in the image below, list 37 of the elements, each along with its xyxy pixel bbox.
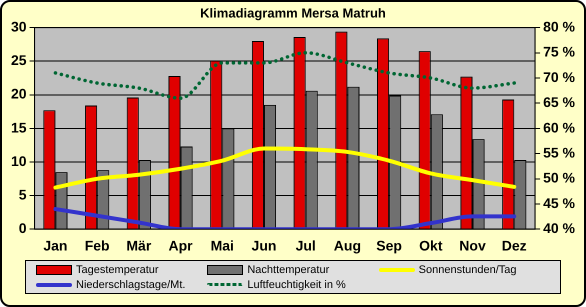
x-tick-label: Apr xyxy=(168,237,194,254)
x-tick-label: Dez xyxy=(502,237,527,254)
y-tick-label: 5 xyxy=(18,186,27,202)
y2-tick-label: 60 % xyxy=(543,119,576,136)
y2-tick-label: 40 % xyxy=(543,220,576,236)
legend-label: Luftfeuchtigkeit in % xyxy=(247,278,346,290)
y2-tick-label: 55 % xyxy=(543,144,576,160)
line-series xyxy=(54,51,516,100)
chart-title: Klimadiagramm Mersa Matruh xyxy=(200,5,386,20)
legend-label: Tagestemperatur xyxy=(76,264,159,276)
y-tick-label: 20 xyxy=(10,86,27,102)
y2-tick-label: 50 % xyxy=(543,170,576,186)
x-tick-label: Jul xyxy=(296,237,316,254)
line-series xyxy=(53,146,516,190)
x-tick-label: Mai xyxy=(210,237,234,254)
line-series xyxy=(53,207,516,230)
y-tick-label: 0 xyxy=(18,220,27,236)
x-tick-label: Sep xyxy=(376,237,402,254)
x-tick-label: Mär xyxy=(126,237,152,254)
legend-label: Nachttemperatur xyxy=(247,264,330,276)
y2-tick-label: 75 % xyxy=(543,44,576,60)
y2-tick-label: 80 % xyxy=(543,18,576,34)
legend-label: Niederschlagstage/Mt. xyxy=(76,278,186,290)
x-tick-label: Feb xyxy=(84,237,110,254)
y-tick-label: 25 xyxy=(10,52,27,68)
y-tick-label: 30 xyxy=(10,18,27,34)
y2-tick-label: 65 % xyxy=(543,94,576,110)
x-tick-label: Jan xyxy=(43,237,68,254)
x-tick-label: Nov xyxy=(459,237,486,254)
x-tick-label: Jun xyxy=(252,237,276,254)
y2-tick-label: 45 % xyxy=(543,194,576,211)
y-tick-label: 15 xyxy=(10,119,27,136)
y-tick-label: 10 xyxy=(10,152,27,169)
x-tick-label: Aug xyxy=(334,237,362,254)
legend-label: Sonnenstunden/Tag xyxy=(418,264,517,276)
y2-tick-label: 70 % xyxy=(543,68,576,85)
x-tick-label: Okt xyxy=(419,237,443,254)
